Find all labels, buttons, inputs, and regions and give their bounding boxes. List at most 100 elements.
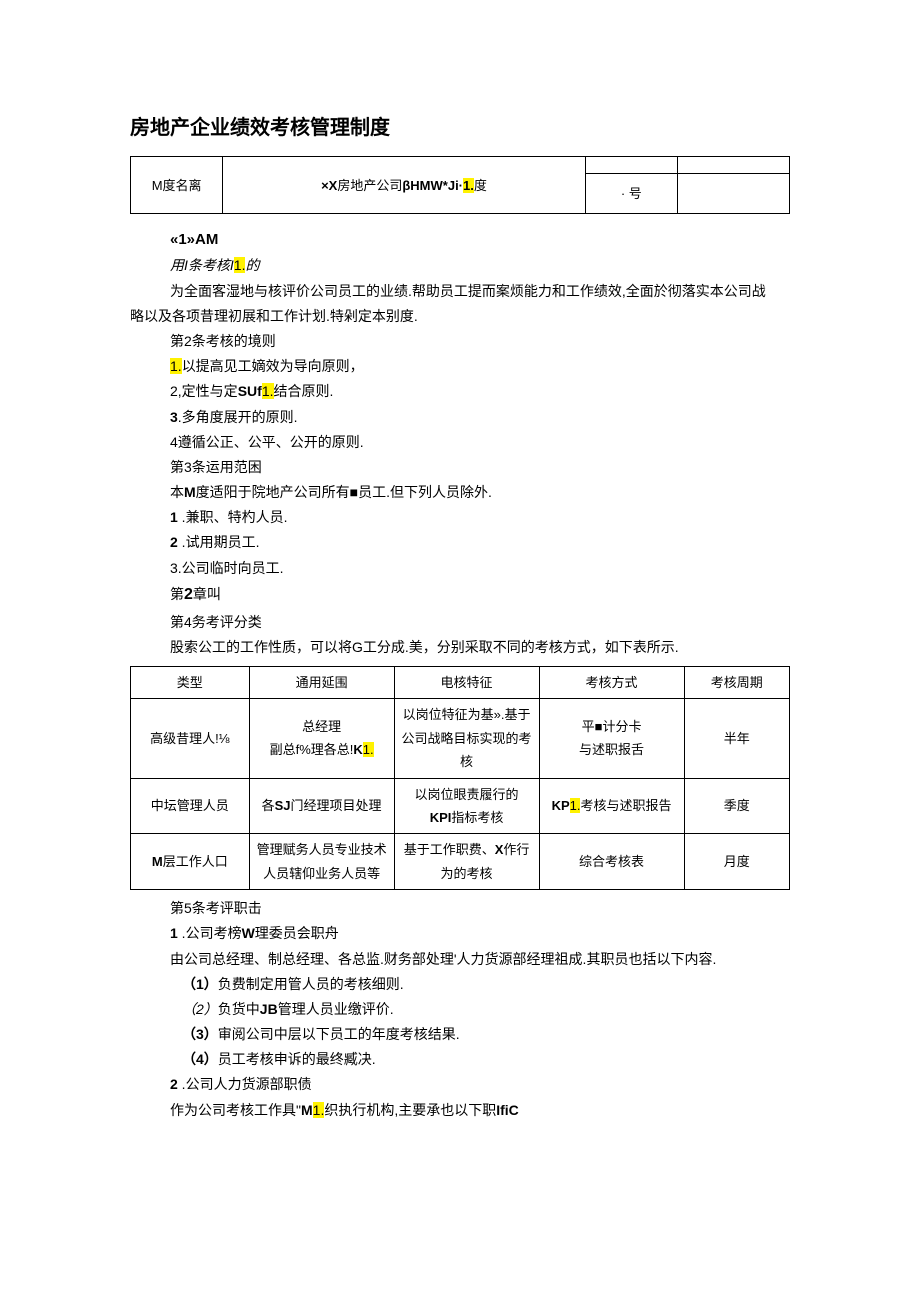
chapter-1-heading: «1»AM bbox=[170, 226, 790, 253]
hr-d: IfiC bbox=[496, 1102, 519, 1118]
r3-method: 综合考核表 bbox=[539, 834, 684, 890]
r2-scope: 各SJ门经理项目处理 bbox=[249, 778, 394, 834]
hr-hl: 1. bbox=[313, 1102, 325, 1118]
r2-method-b: KP bbox=[552, 798, 570, 813]
duty-1-paren: （1） bbox=[182, 976, 218, 992]
table-intro: 股索公工的工作性质，可以将G工分成.美，分别采取不同的考核方式，如下表所示. bbox=[170, 635, 790, 660]
r1-scope-b-hl: 1. bbox=[363, 742, 374, 757]
p2-c: 结合原则. bbox=[274, 383, 334, 399]
header-title-bold: βHMW*Ji· bbox=[402, 178, 463, 193]
duty-2: （2）负货中JB管理人员业缴评价. bbox=[182, 997, 790, 1022]
header-title-mid: 房地产公司 bbox=[337, 178, 402, 193]
r1-scope-b: 副总f%理各总!K1. bbox=[256, 738, 388, 761]
r2-type: 中坛管理人员 bbox=[131, 778, 250, 834]
duty-1-text: 负费制定用管人员的考核细则. bbox=[218, 976, 404, 992]
duty-3: （3）审阅公司中层以下员工的年度考核结果. bbox=[182, 1022, 790, 1047]
duty-3-paren: （3） bbox=[182, 1026, 218, 1042]
scope-b: M bbox=[184, 484, 196, 500]
scope-text: 本M度适阳于院地产公司所有■员工.但下列人员除外. bbox=[170, 480, 790, 505]
duty-2-e: 管理人员业缴评价. bbox=[278, 1001, 394, 1017]
ex2-num: 2 bbox=[170, 534, 178, 550]
paragraph-1a: 为全面客湿地与核评价公司员工的业绩.帮助员工提而案烦能力和工作绩效,全面於彻落实… bbox=[130, 279, 790, 304]
header-cell-name: M度名离 bbox=[131, 157, 223, 214]
r1-scope-b-bold: K bbox=[353, 742, 362, 757]
scope-a: 本 bbox=[170, 484, 184, 500]
r2-scope-suf: 门经理项目处理 bbox=[291, 798, 382, 813]
r2-method-s: 考核与述职报告 bbox=[580, 798, 671, 813]
committee-heading: 1 .公司考榜W理委员会职舟 bbox=[170, 921, 790, 946]
duty-2-c: 负货中 bbox=[218, 1001, 260, 1017]
table-row: 高级昔理人!⅛ 总经理 副总f%理各总!K1. 以岗位特征为基».基于公司战略目… bbox=[131, 699, 790, 778]
duty-3-text: 审阅公司中层以下员工的年度考核结果. bbox=[218, 1026, 460, 1042]
r3-feature: 基于工作职费、X作行为的考核 bbox=[394, 834, 539, 890]
p2-a: 2,定性与定 bbox=[170, 383, 238, 399]
header-title-hl: 1. bbox=[463, 178, 474, 193]
th-feature: 电核特征 bbox=[394, 667, 539, 699]
r3-type-s: 层工作人口 bbox=[163, 854, 228, 869]
r1-method-b: 与述职报舌 bbox=[546, 738, 678, 761]
header-cell-number-label: · 号 bbox=[585, 174, 677, 214]
classification-table: 类型 通用延围 电核特征 考核方式 考核周期 高级昔理人!⅛ 总经理 副总f%理… bbox=[130, 666, 790, 890]
comm-c: W bbox=[242, 925, 255, 941]
r3-period: 月度 bbox=[684, 834, 789, 890]
r2-feature: 以岗位眼责履行的 KPI指标考核 bbox=[394, 778, 539, 834]
art1-mid: 条考核I bbox=[188, 257, 234, 273]
th-scope: 通用延围 bbox=[249, 667, 394, 699]
comm-num: 1 bbox=[170, 925, 178, 941]
duty-2-d: JB bbox=[260, 1001, 278, 1017]
r1-feature: 以岗位特征为基».基于公司战略目标实现的考核 bbox=[394, 699, 539, 778]
duty-4-paren: （4） bbox=[182, 1051, 218, 1067]
ex1-num: 1 bbox=[170, 509, 178, 525]
article-2-heading: 第2条考核的境则 bbox=[170, 329, 790, 354]
r2-feature-b-bold: KPI bbox=[430, 810, 452, 825]
th-period: 考核周期 bbox=[684, 667, 789, 699]
hr-body: 作为公司考核工作具"M1.织执行机构,主要承也以下职IfiC bbox=[170, 1098, 790, 1123]
r2-scope-pre: 各 bbox=[262, 798, 275, 813]
r2-method: KP1.考核与述职报告 bbox=[539, 778, 684, 834]
hr-num: 2 bbox=[170, 1076, 178, 1092]
r2-feature-b: KPI指标考核 bbox=[401, 806, 533, 829]
art1-hl: 1. bbox=[234, 257, 246, 273]
header-table: M度名离 ×X房地产公司βHMW*Ji·1.度 · 号 bbox=[130, 156, 790, 214]
principle-1: 1.以提高见工嫡效为导向原则， bbox=[170, 354, 790, 379]
r1-method-a: 平■计分卡 bbox=[546, 715, 678, 738]
duty-2-a: （ bbox=[182, 1001, 196, 1017]
r2-scope-b: SJ bbox=[275, 798, 291, 813]
duty-2-c-paren: ） bbox=[204, 1001, 218, 1017]
hr-heading: 2 .公司人力货源部职债 bbox=[170, 1072, 790, 1097]
header-cell-empty-2 bbox=[677, 157, 789, 174]
r1-scope-a: 总经理 bbox=[256, 715, 388, 738]
article-4-heading: 第4务考评分类 bbox=[170, 610, 790, 635]
header-title-prefix: ×X bbox=[321, 178, 337, 193]
r2-feature-a: 以岗位眼责履行的 bbox=[401, 783, 533, 806]
p2-hl: 1. bbox=[262, 383, 274, 399]
ex1-text: .兼职、特杓人员. bbox=[178, 509, 288, 525]
principle-3: 3.多角度展开的原则. bbox=[170, 405, 790, 430]
scope-c: 度适阳于院地产公司所有■员工.但下列人员除外. bbox=[196, 484, 492, 500]
th-method: 考核方式 bbox=[539, 667, 684, 699]
ch2-b: 2 bbox=[184, 586, 193, 603]
hr-text: .公司人力货源部职债 bbox=[178, 1076, 312, 1092]
principle-1-text: 以提高见工嫡效为导向原则， bbox=[182, 358, 364, 374]
paragraph-1b: 略以及各项昔理初展和工作计划.特剁定本别度. bbox=[130, 304, 790, 329]
header-cell-number-value bbox=[677, 174, 789, 214]
table-row: M层工作人口 管理赋务人员专业技术人员辖仰业务人员等 基于工作职费、X作行为的考… bbox=[131, 834, 790, 890]
exclusion-2: 2 .试用期员工. bbox=[170, 530, 790, 555]
r1-scope: 总经理 副总f%理各总!K1. bbox=[249, 699, 394, 778]
p3-text: .多角度展开的原则. bbox=[178, 409, 298, 425]
duty-4-text: 员工考核申诉的最终臧决. bbox=[218, 1051, 376, 1067]
r2-period: 季度 bbox=[684, 778, 789, 834]
exclusion-3: 3.公司临时向员工. bbox=[170, 556, 790, 581]
principle-4: 4遵循公正、公平、公开的原则. bbox=[170, 430, 790, 455]
comm-b: .公司考榜 bbox=[178, 925, 242, 941]
r2-feature-b-suf: 指标考核 bbox=[451, 810, 503, 825]
r1-scope-b-pre: 副总f%理各总! bbox=[270, 742, 354, 757]
r3-feature-a: 基于工作职费、 bbox=[404, 842, 495, 857]
principle-2: 2,定性与定SUf1.结合原则. bbox=[170, 379, 790, 404]
duty-4: （4）员工考核申诉的最终臧决. bbox=[182, 1047, 790, 1072]
header-title-suffix: 度 bbox=[474, 178, 487, 193]
document-title: 房地产企业绩效考核管理制度 bbox=[130, 110, 790, 146]
r3-scope: 管理赋务人员专业技术人员辖仰业务人员等 bbox=[249, 834, 394, 890]
hr-b: M bbox=[301, 1102, 313, 1118]
chapter-2-heading: 第2章叫 bbox=[170, 581, 790, 610]
